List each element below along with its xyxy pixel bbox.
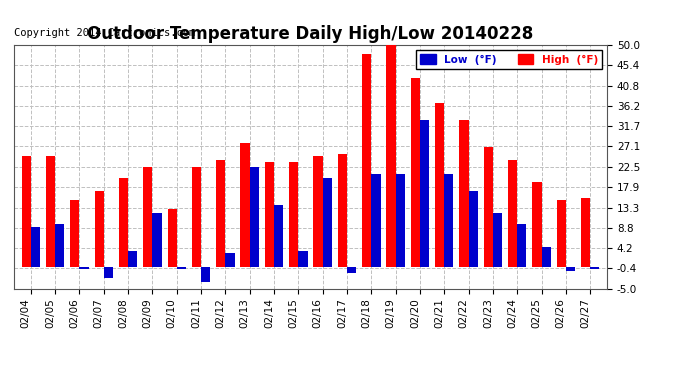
Bar — [289, 162, 298, 267]
Bar — [590, 267, 600, 269]
Bar — [566, 267, 575, 271]
Bar — [542, 247, 551, 267]
Bar — [119, 178, 128, 267]
Legend: Low  (°F), High  (°F): Low (°F), High (°F) — [416, 50, 602, 69]
Text: Copyright 2014 Cartronics.com: Copyright 2014 Cartronics.com — [14, 28, 195, 38]
Bar — [337, 154, 347, 267]
Bar — [493, 213, 502, 267]
Bar — [226, 253, 235, 267]
Bar — [104, 267, 113, 278]
Bar — [240, 142, 250, 267]
Bar — [21, 156, 31, 267]
Bar — [395, 174, 405, 267]
Bar — [508, 160, 518, 267]
Bar — [128, 251, 137, 267]
Bar — [347, 267, 356, 273]
Bar — [313, 156, 323, 267]
Bar — [557, 200, 566, 267]
Bar — [274, 204, 284, 267]
Bar — [420, 120, 429, 267]
Bar — [298, 251, 308, 267]
Bar — [581, 198, 590, 267]
Bar — [70, 200, 79, 267]
Bar — [265, 162, 274, 267]
Bar — [144, 167, 152, 267]
Bar — [323, 178, 332, 267]
Bar — [152, 213, 161, 267]
Bar — [460, 120, 469, 267]
Bar — [444, 174, 453, 267]
Bar — [177, 267, 186, 269]
Bar — [371, 174, 381, 267]
Bar — [201, 267, 210, 282]
Bar — [532, 182, 542, 267]
Bar — [386, 45, 395, 267]
Bar — [250, 167, 259, 267]
Bar — [95, 191, 103, 267]
Bar — [31, 227, 40, 267]
Bar — [411, 78, 420, 267]
Bar — [484, 147, 493, 267]
Bar — [55, 225, 64, 267]
Bar — [518, 225, 526, 267]
Bar — [79, 267, 89, 269]
Bar — [46, 156, 55, 267]
Bar — [362, 54, 371, 267]
Bar — [168, 209, 177, 267]
Bar — [192, 167, 201, 267]
Title: Outdoor Temperature Daily High/Low 20140228: Outdoor Temperature Daily High/Low 20140… — [88, 26, 533, 44]
Bar — [216, 160, 226, 267]
Bar — [469, 191, 477, 267]
Bar — [435, 103, 444, 267]
